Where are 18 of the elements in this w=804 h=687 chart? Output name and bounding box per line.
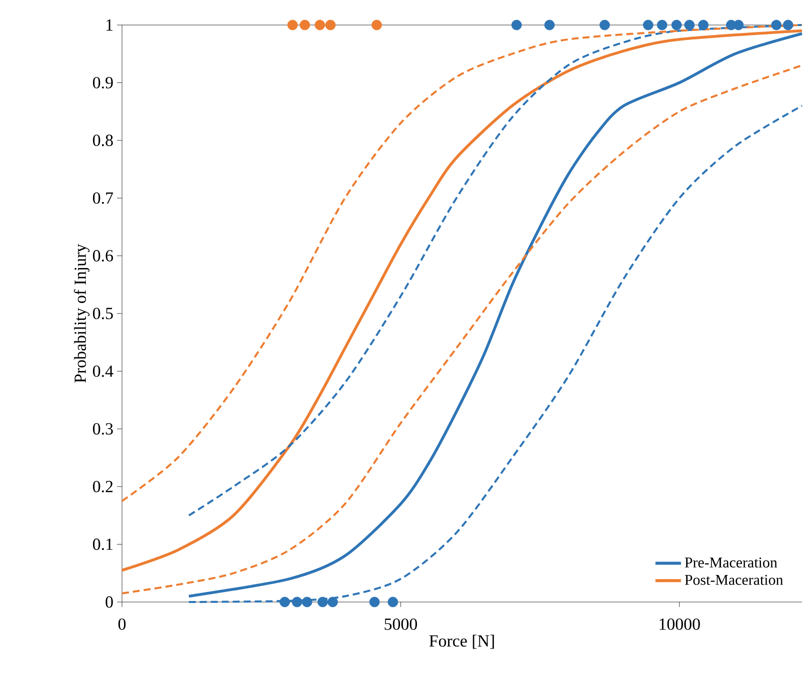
y-axis-title: Probability of Injury — [74, 244, 90, 383]
legend-label: Pre-Maceration — [684, 558, 778, 568]
x-tick-label: 0 — [118, 618, 126, 630]
y-tick-label: 0 — [106, 596, 113, 608]
y-tick-label: 0.5 — [92, 308, 113, 320]
x-tick-label: 10000 — [660, 618, 700, 630]
y-tick-label: 0.2 — [92, 480, 113, 492]
y-tick-label: 0.1 — [92, 538, 112, 550]
legend-label: Post-Maceration — [684, 574, 784, 585]
y-tick-label: 0.3 — [92, 423, 113, 435]
y-tick-label: 1 — [106, 19, 112, 31]
x-tick-label: 5000 — [384, 618, 417, 630]
y-tick-label: 0.6 — [92, 250, 113, 262]
y-tick-label: 0.9 — [92, 76, 113, 88]
y-tick-label: 0.4 — [92, 365, 114, 377]
y-tick-label: 0.8 — [92, 134, 113, 146]
x-axis-title: Force [N] — [429, 634, 494, 649]
y-tick-label: 0.7 — [92, 192, 114, 204]
